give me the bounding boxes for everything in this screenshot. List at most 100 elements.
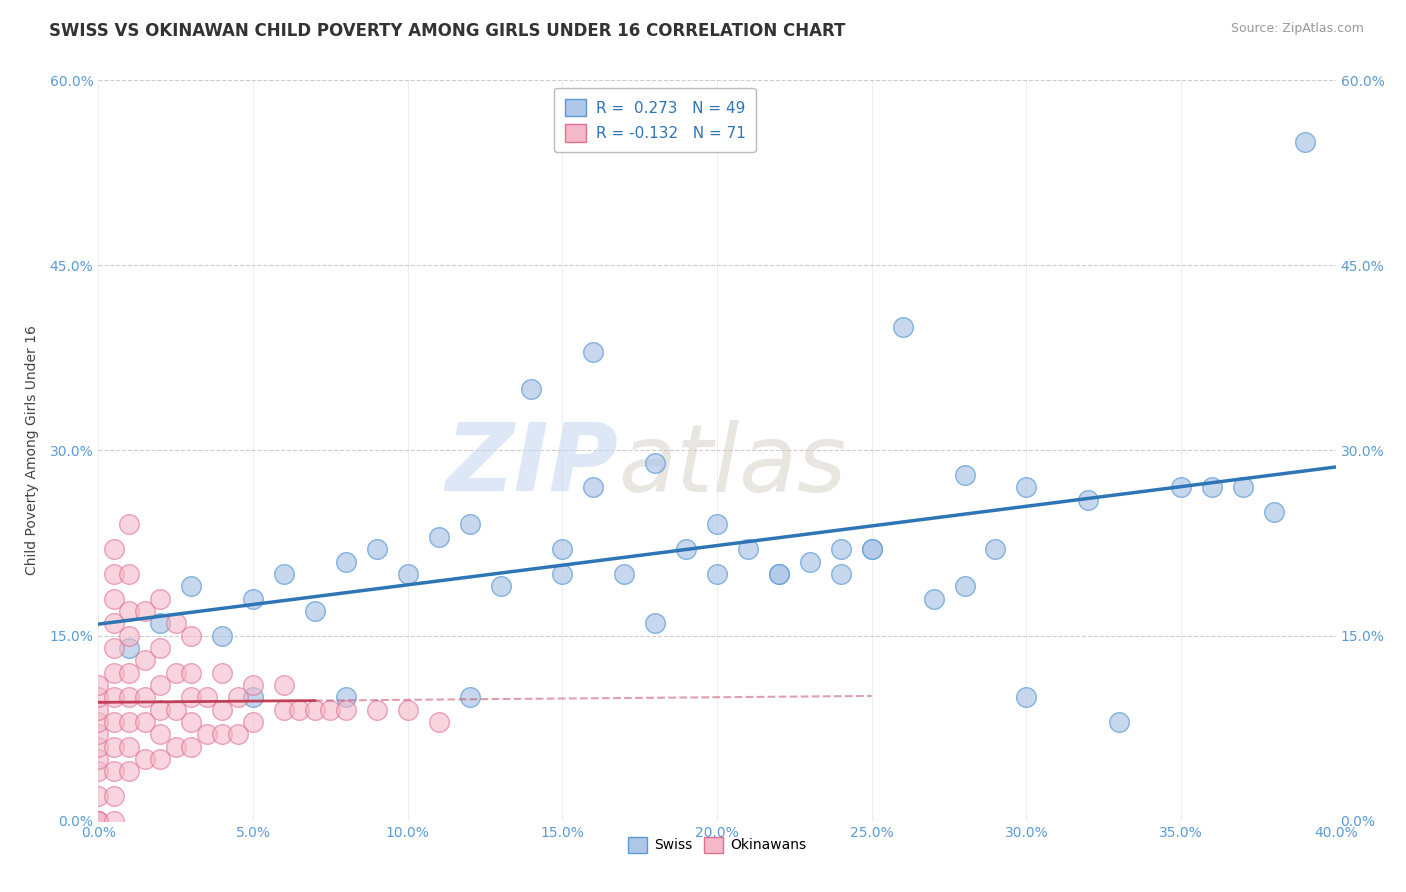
Point <box>242 690 264 705</box>
Point <box>396 566 419 581</box>
Point <box>134 752 156 766</box>
Point <box>675 542 697 557</box>
Point <box>118 665 141 680</box>
Point <box>226 727 249 741</box>
Point <box>195 727 218 741</box>
Point <box>242 678 264 692</box>
Point <box>87 727 110 741</box>
Text: SWISS VS OKINAWAN CHILD POVERTY AMONG GIRLS UNDER 16 CORRELATION CHART: SWISS VS OKINAWAN CHILD POVERTY AMONG GI… <box>49 22 845 40</box>
Point <box>1232 480 1254 494</box>
Point <box>304 703 326 717</box>
Point <box>103 640 125 655</box>
Point <box>118 604 141 618</box>
Point <box>103 566 125 581</box>
Point <box>489 579 512 593</box>
Point <box>180 579 202 593</box>
Point <box>165 739 187 754</box>
Point <box>551 542 574 557</box>
Point <box>149 727 172 741</box>
Point <box>768 566 790 581</box>
Point <box>953 468 976 483</box>
Point <box>335 703 357 717</box>
Point <box>458 517 481 532</box>
Point <box>103 739 125 754</box>
Point <box>87 814 110 828</box>
Point <box>103 690 125 705</box>
Text: ZIP: ZIP <box>446 419 619 511</box>
Point <box>211 703 233 717</box>
Point <box>1170 480 1192 494</box>
Point <box>613 566 636 581</box>
Point <box>211 665 233 680</box>
Point <box>1108 714 1130 729</box>
Y-axis label: Child Poverty Among Girls Under 16: Child Poverty Among Girls Under 16 <box>24 326 38 575</box>
Point <box>830 566 852 581</box>
Point <box>87 814 110 828</box>
Point <box>165 665 187 680</box>
Point <box>366 542 388 557</box>
Point <box>118 714 141 729</box>
Point <box>103 814 125 828</box>
Point <box>768 566 790 581</box>
Point <box>87 789 110 803</box>
Point <box>149 752 172 766</box>
Point <box>103 714 125 729</box>
Point <box>396 703 419 717</box>
Point <box>149 678 172 692</box>
Point <box>830 542 852 557</box>
Point <box>242 714 264 729</box>
Point <box>427 530 450 544</box>
Point <box>335 555 357 569</box>
Point <box>520 382 543 396</box>
Point <box>103 542 125 557</box>
Point <box>165 616 187 631</box>
Point <box>366 703 388 717</box>
Point <box>891 320 914 334</box>
Point <box>1263 505 1285 519</box>
Point <box>180 690 202 705</box>
Point <box>1201 480 1223 494</box>
Point <box>706 566 728 581</box>
Point <box>134 604 156 618</box>
Point <box>87 690 110 705</box>
Point <box>1294 135 1316 149</box>
Point <box>87 703 110 717</box>
Point <box>134 690 156 705</box>
Point <box>335 690 357 705</box>
Point <box>319 703 342 717</box>
Point <box>149 591 172 606</box>
Point <box>118 690 141 705</box>
Point <box>551 566 574 581</box>
Point <box>118 739 141 754</box>
Point <box>87 764 110 779</box>
Point <box>1015 480 1038 494</box>
Point <box>180 714 202 729</box>
Point <box>737 542 759 557</box>
Point <box>118 517 141 532</box>
Point <box>427 714 450 729</box>
Point <box>211 727 233 741</box>
Text: atlas: atlas <box>619 420 846 511</box>
Text: Source: ZipAtlas.com: Source: ZipAtlas.com <box>1230 22 1364 36</box>
Point <box>242 591 264 606</box>
Point <box>273 566 295 581</box>
Point <box>582 344 605 359</box>
Point <box>582 480 605 494</box>
Point <box>180 665 202 680</box>
Point <box>103 764 125 779</box>
Point <box>1077 492 1099 507</box>
Point <box>103 616 125 631</box>
Point <box>103 665 125 680</box>
Point <box>180 628 202 642</box>
Point <box>304 604 326 618</box>
Point <box>118 764 141 779</box>
Point <box>149 616 172 631</box>
Point <box>103 591 125 606</box>
Point <box>87 739 110 754</box>
Point <box>860 542 883 557</box>
Point <box>706 517 728 532</box>
Point <box>149 703 172 717</box>
Point <box>644 616 666 631</box>
Point <box>165 703 187 717</box>
Point <box>799 555 821 569</box>
